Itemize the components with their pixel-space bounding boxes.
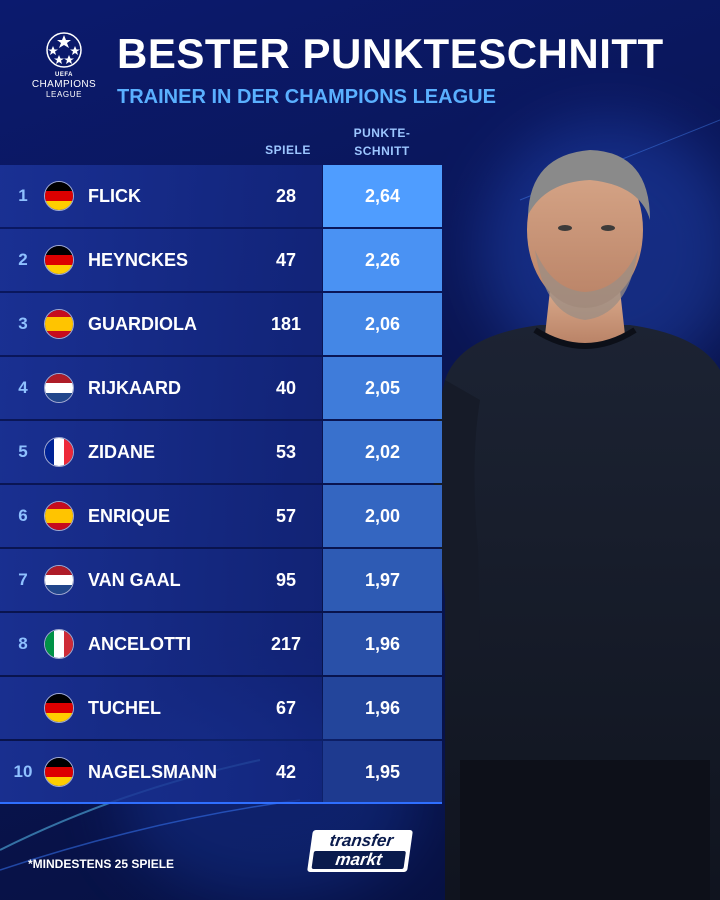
row-average: 1,97: [364, 570, 401, 590]
spain-flag-icon: [44, 309, 74, 339]
row-coach-name: HEYNCKES: [88, 250, 189, 270]
column-header-average-line2: SCHNITT: [354, 144, 410, 158]
ranking-table: 1 FLICK 28 2,64 2 HEYNCKES 47 2,26 3 GUARDIOLA 181…: [0, 165, 442, 805]
table-row: 6 ENRIQUE 57 2,00: [0, 485, 442, 549]
row-average: 2,02: [364, 442, 401, 462]
row-games: 28: [275, 186, 297, 206]
row-games: 67: [275, 698, 297, 718]
row-average: 2,26: [364, 250, 401, 270]
row-average-cell: 2,64: [323, 165, 442, 227]
row-coach-name: VAN GAAL: [88, 570, 181, 590]
table-row: 2 HEYNCKES 47 2,26: [0, 229, 442, 293]
germany-flag-icon: [44, 757, 74, 787]
row-games: 40: [275, 378, 297, 398]
row-average-cell: 2,00: [323, 485, 442, 547]
column-header-average: PUNKTE- SCHNITT: [332, 124, 432, 160]
row-average-cell: 1,95: [323, 741, 442, 803]
row-coach-name: ZIDANE: [88, 442, 155, 462]
table-row: 10 NAGELSMANN 42 1,95: [0, 741, 442, 805]
table-row: 5 ZIDANE 53 2,02: [0, 421, 442, 485]
page-subtitle: TRAINER IN DER CHAMPIONS LEAGUE: [117, 86, 496, 108]
row-coach-name: ENRIQUE: [88, 506, 171, 526]
logo-uefa-text: UEFA: [54, 72, 73, 78]
table-row: TUCHEL 67 1,96: [0, 677, 442, 741]
row-rank: 5: [18, 442, 28, 461]
row-rank: 2: [18, 250, 28, 269]
starball-icon: [46, 32, 82, 68]
row-coach-name: RIJKAARD: [88, 378, 182, 398]
row-average-cell: 1,96: [323, 677, 442, 739]
netherlands-flag-icon: [44, 565, 74, 595]
transfermarkt-logo-line2: markt: [311, 850, 406, 869]
row-average-cell: 2,06: [323, 293, 442, 355]
row-games: 95: [275, 570, 297, 590]
row-coach-name: FLICK: [88, 186, 141, 206]
table-row: 7 VAN GAAL 95 1,97: [0, 549, 442, 613]
row-rank: 1: [18, 186, 28, 205]
france-flag-icon: [44, 437, 74, 467]
table-row: 4 RIJKAARD 40 2,05: [0, 357, 442, 421]
row-games: 181: [270, 314, 302, 334]
row-average-cell: 1,96: [323, 613, 442, 675]
row-average: 1,96: [364, 634, 401, 654]
row-games: 57: [275, 506, 297, 526]
table-row: 3 GUARDIOLA 181 2,06: [0, 293, 442, 357]
row-coach-name: GUARDIOLA: [88, 314, 197, 334]
row-rank: 4: [18, 378, 28, 397]
row-rank: 8: [18, 634, 28, 653]
logo-champions-text: CHAMPIONS: [31, 79, 97, 90]
row-rank: 3: [18, 314, 28, 333]
coach-photo: [433, 150, 720, 900]
logo-league-text: LEAGUE: [45, 90, 83, 99]
row-average: 2,00: [364, 506, 401, 526]
champions-league-logo: UEFA CHAMPIONS LEAGUE: [22, 30, 106, 114]
row-games: 53: [275, 442, 297, 462]
row-average-cell: 2,05: [323, 357, 442, 419]
row-rank: 6: [18, 506, 28, 525]
spain-flag-icon: [44, 501, 74, 531]
row-average-cell: 2,26: [323, 229, 442, 291]
row-games: 217: [270, 634, 302, 654]
column-header-average-line1: PUNKTE-: [353, 126, 411, 140]
germany-flag-icon: [44, 181, 74, 211]
row-average-cell: 1,97: [323, 549, 442, 611]
row-average: 2,06: [364, 314, 401, 334]
row-rank: 7: [18, 570, 28, 589]
row-coach-name: TUCHEL: [88, 698, 161, 718]
row-rank: 10: [13, 762, 33, 781]
table-divider: [0, 802, 442, 804]
row-coach-name: NAGELSMANN: [88, 762, 217, 782]
transfermarkt-logo-line1: transfer: [328, 831, 395, 850]
row-coach-name: ANCELOTTI: [88, 634, 191, 654]
page-title: BESTER PUNKTESCHNITT: [117, 30, 664, 77]
italy-flag-icon: [44, 629, 74, 659]
table-row: 1 FLICK 28 2,64: [0, 165, 442, 229]
row-average: 2,64: [364, 186, 401, 206]
row-average: 1,96: [364, 698, 401, 718]
column-header-games: SPIELE: [265, 143, 311, 157]
netherlands-flag-icon: [44, 373, 74, 403]
row-games: 47: [275, 250, 297, 270]
footnote: *MINDESTENS 25 SPIELE: [28, 857, 175, 871]
germany-flag-icon: [44, 693, 74, 723]
row-average: 1,95: [364, 762, 401, 782]
row-average: 2,05: [364, 378, 401, 398]
transfermarkt-logo: transfer markt: [307, 830, 413, 872]
table-row: 8 ANCELOTTI 217 1,96: [0, 613, 442, 677]
row-games: 42: [275, 762, 297, 782]
row-average-cell: 2,02: [323, 421, 442, 483]
germany-flag-icon: [44, 245, 74, 275]
